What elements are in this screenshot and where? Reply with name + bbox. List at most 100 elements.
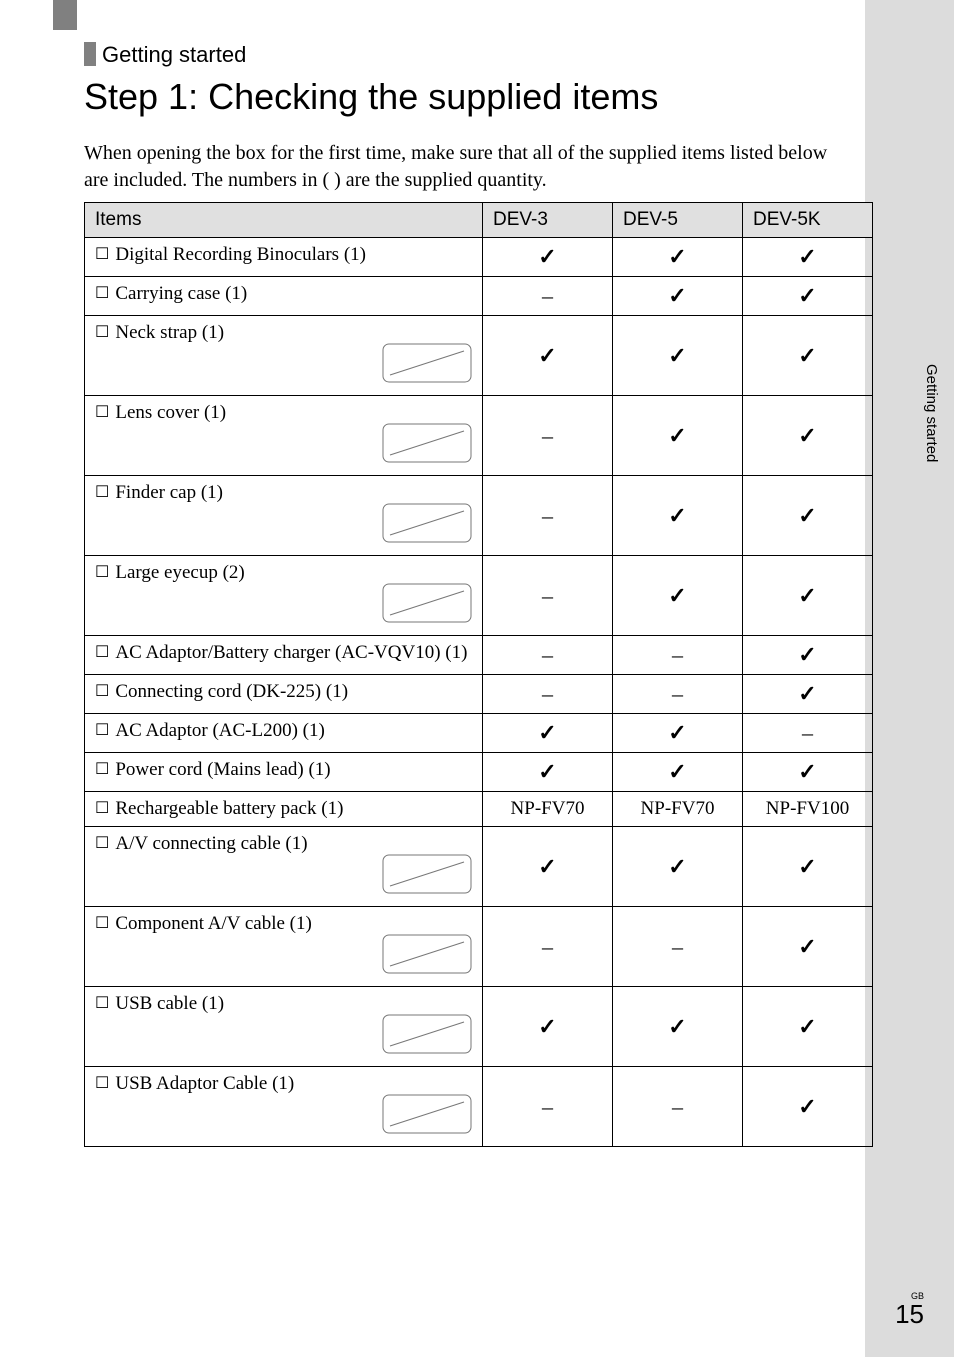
table-row: ☐USB Adaptor Cable (1)––✓ [85, 1067, 873, 1147]
checkbox-icon: ☐ [95, 720, 109, 742]
value-cell: – [613, 1067, 743, 1147]
checkbox-icon: ☐ [95, 562, 109, 584]
value-cell: ✓ [613, 827, 743, 907]
value-cell: ✓ [613, 753, 743, 792]
checkbox-icon: ☐ [95, 833, 109, 855]
value-cell: – [743, 714, 873, 753]
value-cell: ✓ [483, 714, 613, 753]
value-cell: ✓ [743, 1067, 873, 1147]
value-cell: ✓ [743, 827, 873, 907]
value-cell: ✓ [743, 556, 873, 636]
page-number: GB 15 [895, 1292, 924, 1327]
item-cell: ☐Finder cap (1) [85, 476, 483, 556]
value-cell: ✓ [743, 987, 873, 1067]
table-row: ☐A/V connecting cable (1)✓✓✓ [85, 827, 873, 907]
col-model-1: DEV-5 [613, 203, 743, 238]
table-row: ☐Finder cap (1)–✓✓ [85, 476, 873, 556]
value-cell: ✓ [743, 476, 873, 556]
item-illustration [382, 423, 472, 469]
table-row: ☐Neck strap (1)✓✓✓ [85, 316, 873, 396]
table-row: ☐Connecting cord (DK-225) (1)––✓ [85, 675, 873, 714]
table-row: ☐Carrying case (1)–✓✓ [85, 277, 873, 316]
intro-paragraph: When opening the box for the first time,… [84, 140, 847, 194]
item-illustration [382, 583, 472, 629]
page: Getting started Step 1: Checking the sup… [0, 0, 865, 1357]
value-cell: ✓ [483, 987, 613, 1067]
value-cell: – [483, 1067, 613, 1147]
value-cell: – [483, 907, 613, 987]
value-cell: ✓ [483, 753, 613, 792]
checkbox-icon: ☐ [95, 642, 109, 664]
checkbox-icon: ☐ [95, 244, 109, 266]
item-label: Connecting cord (DK-225) (1) [115, 681, 348, 703]
section-label: Getting started [102, 36, 847, 68]
top-margin-tab [53, 0, 77, 30]
value-cell: ✓ [743, 277, 873, 316]
item-label: Power cord (Mains lead) (1) [115, 759, 330, 781]
checkbox-icon: ☐ [95, 759, 109, 781]
value-cell: ✓ [743, 238, 873, 277]
value-cell: – [613, 907, 743, 987]
value-cell: ✓ [613, 277, 743, 316]
table-row: ☐AC Adaptor (AC-L200) (1)✓✓– [85, 714, 873, 753]
item-cell: ☐Carrying case (1) [85, 277, 483, 316]
value-cell: – [613, 636, 743, 675]
item-label: Rechargeable battery pack (1) [115, 798, 343, 820]
checkbox-icon: ☐ [95, 322, 109, 344]
item-label: Neck strap (1) [115, 322, 224, 344]
checkbox-icon: ☐ [95, 681, 109, 703]
value-cell: ✓ [743, 907, 873, 987]
col-model-0: DEV-3 [483, 203, 613, 238]
page-heading: Step 1: Checking the supplied items [84, 76, 847, 118]
value-cell: – [483, 476, 613, 556]
table-row: ☐Component A/V cable (1)––✓ [85, 907, 873, 987]
value-cell: – [483, 636, 613, 675]
item-cell: ☐ Rechargeable battery pack (1) [85, 792, 483, 827]
item-cell: ☐ Connecting cord (DK-225) (1) [85, 675, 483, 714]
value-cell: ✓ [743, 753, 873, 792]
item-label: Carrying case (1) [115, 283, 247, 305]
value-cell: ✓ [613, 316, 743, 396]
item-cell: ☐ Power cord (Mains lead) (1) [85, 753, 483, 792]
col-model-2: DEV-5K [743, 203, 873, 238]
item-illustration [382, 1014, 472, 1060]
table-header-row: Items DEV-3 DEV-5 DEV-5K [85, 203, 873, 238]
value-cell: ✓ [613, 714, 743, 753]
checkbox-icon: ☐ [95, 798, 109, 820]
table-row: ☐Rechargeable battery pack (1)NP-FV70NP-… [85, 792, 873, 827]
value-cell: – [483, 396, 613, 476]
item-label: A/V connecting cable (1) [115, 833, 307, 855]
item-cell: ☐ USB Adaptor Cable (1) [85, 1067, 483, 1147]
checkbox-icon: ☐ [95, 1073, 109, 1095]
item-cell: ☐AC Adaptor (AC-L200) (1) [85, 714, 483, 753]
supplied-items-table: Items DEV-3 DEV-5 DEV-5K ☐Digital Record… [84, 202, 873, 1147]
item-label: AC Adaptor/Battery charger (AC-VQV10) (1… [115, 642, 467, 664]
item-cell: ☐ USB cable (1) [85, 987, 483, 1067]
value-cell: ✓ [613, 476, 743, 556]
value-cell: NP-FV70 [483, 792, 613, 827]
item-label: USB Adaptor Cable (1) [115, 1073, 294, 1095]
value-cell: ✓ [743, 675, 873, 714]
item-cell: ☐Digital Recording Binoculars (1) [85, 238, 483, 277]
checkbox-icon: ☐ [95, 993, 109, 1015]
side-thumb-tab: Getting started [908, 356, 954, 514]
item-label: Finder cap (1) [115, 482, 223, 504]
table-row: ☐Large eyecup (2)–✓✓ [85, 556, 873, 636]
item-cell: ☐Lens cover (1) [85, 396, 483, 476]
item-cell: ☐ Large eyecup (2) [85, 556, 483, 636]
item-label: USB cable (1) [115, 993, 224, 1015]
value-cell: – [483, 277, 613, 316]
value-cell: ✓ [483, 827, 613, 907]
table-row: ☐USB cable (1)✓✓✓ [85, 987, 873, 1067]
checkbox-icon: ☐ [95, 913, 109, 935]
value-cell: – [483, 556, 613, 636]
table-row: ☐Digital Recording Binoculars (1)✓✓✓ [85, 238, 873, 277]
checkbox-icon: ☐ [95, 402, 109, 424]
item-illustration [382, 854, 472, 900]
item-illustration [382, 1094, 472, 1140]
value-cell: ✓ [483, 316, 613, 396]
value-cell: ✓ [483, 238, 613, 277]
value-cell: ✓ [613, 556, 743, 636]
item-label: Large eyecup (2) [115, 562, 244, 584]
value-cell: – [613, 675, 743, 714]
